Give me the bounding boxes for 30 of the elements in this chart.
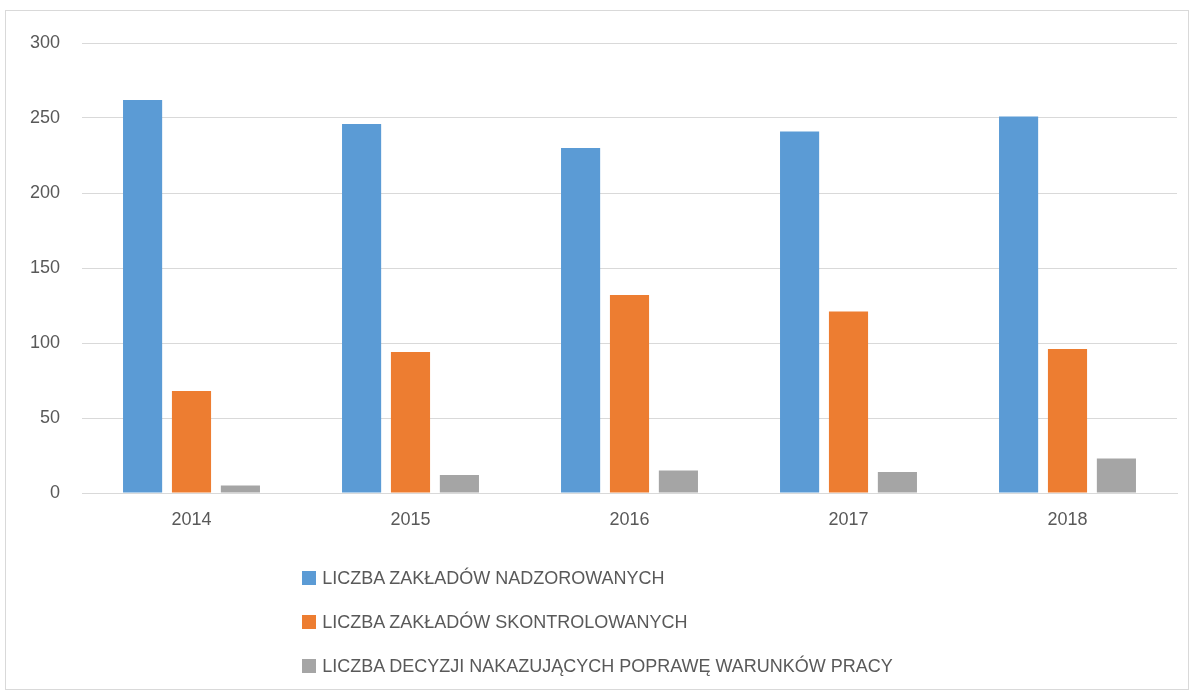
y-tick-label: 50 [39,406,60,427]
x-tick-label: 2015 [390,508,431,529]
y-tick-label: 0 [49,481,60,502]
legend-label: LICZBA DECYZJI NAKAZUJĄCYCH POPRAWĘ WARUNKÓW PRACY [322,654,893,678]
bar [171,391,212,493]
y-tick-label: 200 [29,181,60,202]
legend-label: LICZBA ZAKŁADÓW NADZOROWANYCH [322,566,665,590]
bar [342,124,382,493]
bar [1047,349,1088,493]
y-tick-label: 100 [29,331,60,352]
bar [439,475,479,493]
y-tick-label: 300 [29,31,60,52]
x-tick-label: 2016 [609,508,650,529]
bar [877,472,917,493]
bar [1096,458,1136,493]
bar [609,295,650,493]
x-tick-label: 2014 [171,508,212,529]
x-tick-label: 2017 [828,508,869,529]
bar [561,148,601,493]
bar [780,131,820,493]
y-tick-label: 150 [29,256,60,277]
bar [390,352,431,493]
bar [658,470,698,493]
bar [220,485,260,493]
bar [123,100,163,493]
x-tick-label: 2018 [1047,508,1088,529]
y-tick-label: 250 [29,106,60,127]
bar [999,116,1039,493]
bar [828,311,869,493]
legend-label: LICZBA ZAKŁADÓW SKONTROLOWANYCH [322,610,688,634]
